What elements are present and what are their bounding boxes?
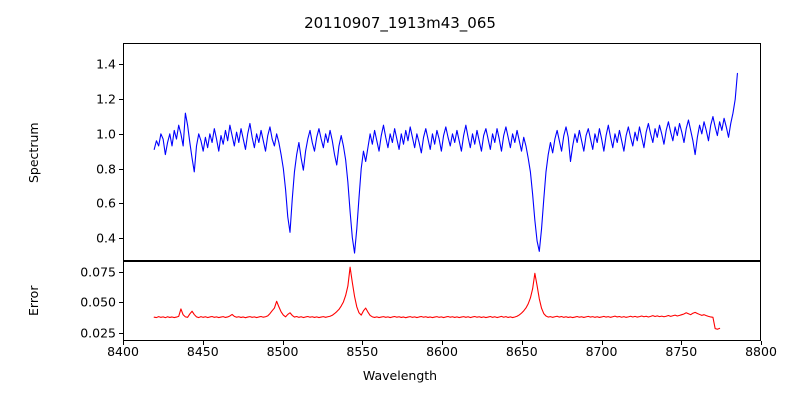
x-tick-label: 8450: [186, 344, 219, 359]
x-tick-mark: [123, 341, 124, 345]
y-tick-mark: [119, 238, 123, 240]
x-tick-label: 8550: [346, 344, 379, 359]
error-plot-area: [123, 261, 761, 341]
y-tick-mark: [119, 168, 123, 170]
x-tick-mark: [601, 341, 603, 345]
y-tick-mark: [119, 203, 123, 205]
y-tick-label: 1.0: [96, 126, 116, 142]
spectrum-y-axis-label: Spectrum: [26, 121, 41, 183]
x-axis-label: Wavelength: [362, 368, 438, 383]
spectrum-polyline: [153, 72, 738, 254]
y-tick-label: 0.4: [96, 230, 116, 246]
y-tick-mark: [119, 133, 123, 135]
y-tick-mark: [119, 271, 123, 273]
y-tick-label: 0.8: [96, 161, 116, 177]
x-tick-mark: [521, 341, 523, 345]
x-tick-label: 8800: [745, 344, 777, 359]
y-tick-label: 0.6: [96, 195, 116, 211]
spectrum-plot-area: [123, 43, 761, 261]
y-tick-label: 0.025: [80, 325, 116, 341]
x-tick-mark: [362, 341, 364, 345]
y-tick-label: 0.075: [80, 264, 116, 279]
x-tick-mark: [282, 341, 284, 345]
x-tick-mark: [681, 341, 683, 345]
error-polyline: [153, 266, 721, 330]
y-tick-mark: [119, 333, 123, 334]
spectrum-line-series: [153, 72, 738, 254]
y-tick-mark: [119, 63, 123, 65]
y-tick-label: 1.4: [96, 56, 116, 72]
y-tick-mark: [119, 98, 123, 100]
x-tick-mark: [202, 341, 204, 345]
error-y-axis-label: Error: [26, 285, 41, 316]
y-tick-mark: [119, 302, 123, 304]
figure-title: 20110907_1913m43_065: [304, 14, 496, 32]
error-line-series: [153, 266, 721, 330]
x-tick-mark: [442, 341, 443, 345]
y-tick-label: 0.050: [80, 294, 116, 310]
x-tick-mark: [761, 341, 762, 345]
x-tick-label: 8650: [505, 344, 538, 359]
y-tick-label: 1.2: [96, 91, 116, 107]
x-tick-label: 8400: [107, 344, 139, 359]
x-tick-label: 8700: [585, 344, 618, 359]
x-tick-label: 8750: [665, 344, 698, 359]
x-tick-label: 8500: [266, 344, 299, 359]
x-tick-label: 8600: [426, 344, 458, 359]
